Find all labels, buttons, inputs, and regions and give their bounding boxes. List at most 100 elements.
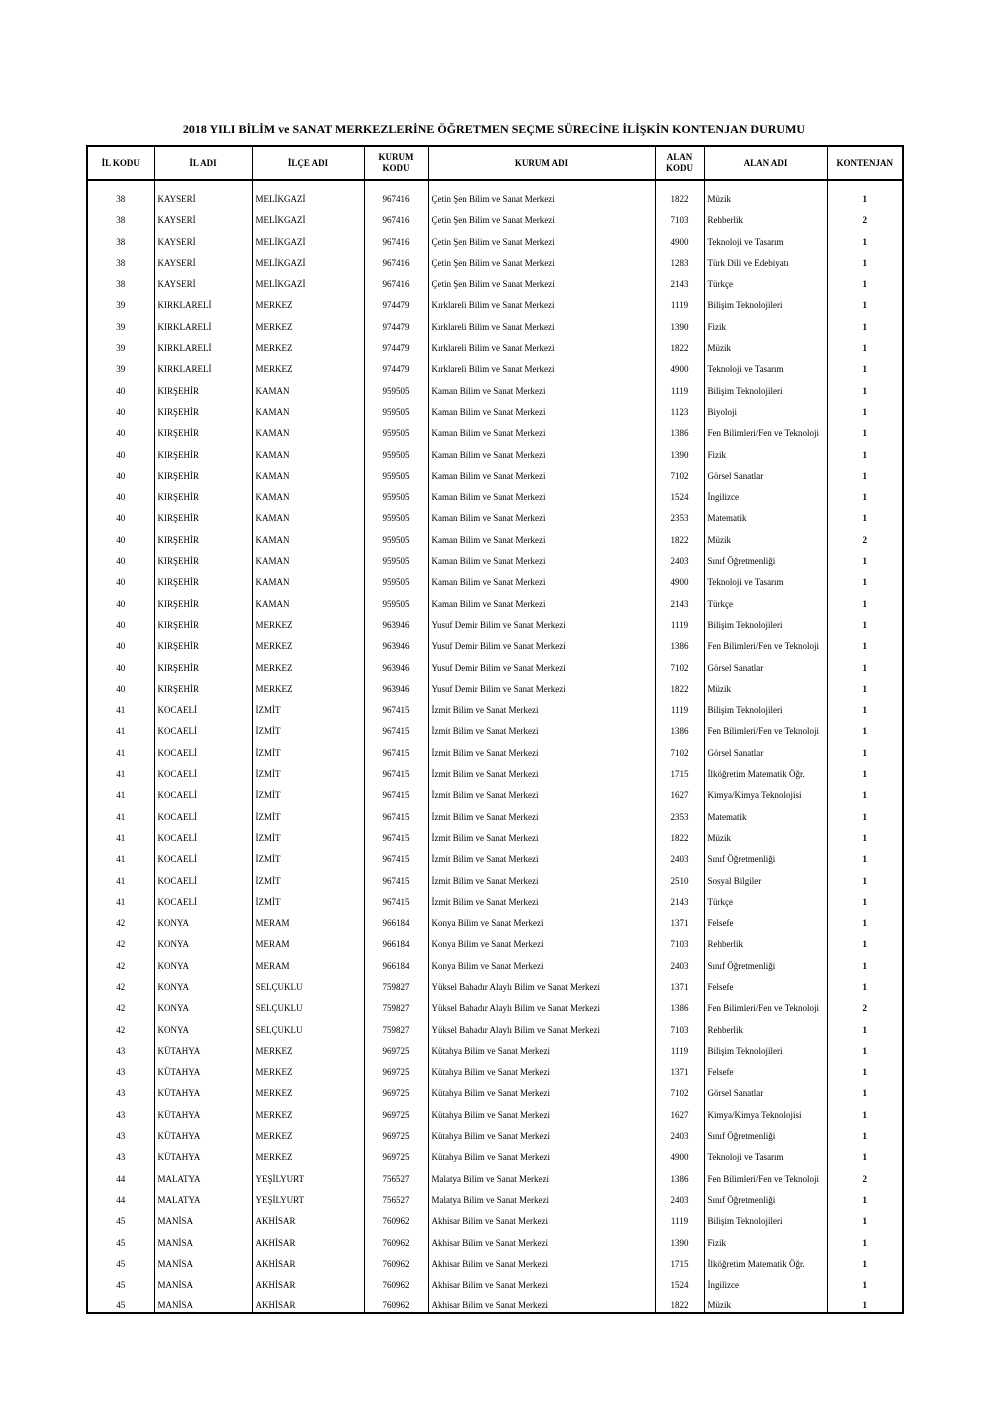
table-row: 40 KIRŞEHİR MERKEZ 963946 Yusuf Demir Bilim … [86,610,904,632]
table-cell: MALATYA [153,1164,253,1186]
table-cell: 1524 [654,482,705,505]
table-cell: 760962 [363,1292,429,1314]
table-cell: İZMİT [251,802,365,824]
table-row: 42 KONYA SELÇUKLU 759827 Yüksel Bahadır Alay… [86,972,904,994]
table-row: 42 KONYA MERAM 966184 Konya Bilim ve Sanat M… [86,930,904,952]
table-cell: Çetin Şen Bilim ve Sanat Merkezi [427,227,656,249]
table-cell: Yüksel Bahadır Alaylı Bilim ve Sanat Mer… [427,993,656,1016]
table-cell: KAYSERİ [153,269,253,292]
table-cell: Fen Bilimleri/Fen ve Teknoloji [703,717,828,739]
table-cell: MANİSA [153,1206,253,1229]
table-cell: MERKEZ [251,610,365,632]
table-cell: 38 [86,206,155,228]
table-cell: 756527 [363,1185,429,1207]
table-cell: KIRKLARELİ [153,291,253,313]
table-cell: 963946 [363,631,429,654]
table-cell: 967416 [363,180,429,206]
table-cell: AKHİSAR [251,1206,365,1229]
table-cell: Kütahya Bilim ve Sanat Merkezi [427,1036,656,1058]
table-cell: Kaman Bilim ve Sanat Merkezi [427,589,656,611]
table-row: 39 KIRKLARELİ MERKEZ 974479 Kırklareli Bilim… [86,312,904,334]
table-cell: Felsefe [703,908,828,931]
table-cell: İzmit Bilim ve Sanat Merkezi [427,844,656,867]
table-cell: KIRŞEHİR [153,461,253,483]
table-cell: 7102 [654,461,705,483]
table-cell: 1119 [654,1036,705,1058]
table-cell: 40 [86,525,155,547]
table-cell: 967415 [363,738,429,760]
table-cell: 1715 [654,759,705,782]
table-cell: 1 [826,227,904,249]
table-cell: 39 [86,291,155,313]
table-cell: İzmit Bilim ve Sanat Merkezi [427,738,656,760]
table-cell: 760962 [363,1249,429,1271]
table-cell: 2143 [654,269,705,292]
table-cell: MERKEZ [251,291,365,313]
table-row: 40 KIRŞEHİR KAMAN 959505 Kaman Bilim ve Sana… [86,482,904,505]
table-row: 39 KIRKLARELİ MERKEZ 974479 Kırklareli Bilim… [86,355,904,377]
table-cell: MERKEZ [251,312,365,334]
table-cell: 43 [86,1057,155,1080]
table-row: 38 KAYSERİ MELİKGAZİ 967416 Çetin Şen Bilim … [86,248,904,270]
table-cell: 1715 [654,1249,705,1271]
table-cell: Teknoloji ve Tasarım [703,227,828,249]
table-row: 40 KIRŞEHİR KAMAN 959505 Kaman Bilim ve Sana… [86,418,904,441]
table-cell: 959505 [363,589,429,611]
table-cell: 2353 [654,504,705,526]
table-cell: 1 [826,1206,904,1229]
table-cell: 1 [826,887,904,909]
table-cell: 967415 [363,759,429,782]
table-cell: 40 [86,440,155,462]
table-cell: 40 [86,376,155,398]
table-cell: 1 [826,269,904,292]
table-cell: 4900 [654,568,705,590]
table-cell: 2143 [654,589,705,611]
table-cell: Yüksel Bahadır Alaylı Bilim ve Sanat Mer… [427,972,656,994]
table-cell: Kaman Bilim ve Sanat Merkezi [427,376,656,398]
table-cell: KAMAN [251,546,365,569]
table-cell: 1524 [654,1270,705,1293]
table-cell: KOCAELİ [153,887,253,909]
table-cell: 966184 [363,930,429,952]
table-cell: 40 [86,674,155,696]
table-cell: 1 [826,333,904,356]
table-cell: 959505 [363,397,429,419]
table-cell: KÜTAHYA [153,1121,253,1144]
table-row: 42 KONYA MERAM 966184 Konya Bilim ve Sanat M… [86,908,904,931]
table-cell: 42 [86,908,155,931]
table-cell: Kaman Bilim ve Sanat Merkezi [427,397,656,419]
table-cell: 1 [826,802,904,824]
table-row: 38 KAYSERİ MELİKGAZİ 967416 Çetin Şen Bilim … [86,227,904,249]
table-cell: 1123 [654,397,705,419]
table-cell: İzmit Bilim ve Sanat Merkezi [427,823,656,845]
table-cell: Kütahya Bilim ve Sanat Merkezi [427,1143,656,1165]
table-cell: 40 [86,418,155,441]
table-cell: MERAM [251,951,365,973]
table-cell: 959505 [363,568,429,590]
table-cell: KONYA [153,951,253,973]
table-row: 42 KONYA SELÇUKLU 759827 Yüksel Bahadır Alay… [86,1015,904,1037]
table-cell: Çetin Şen Bilim ve Sanat Merkezi [427,180,656,206]
title: 2018 YILI BİLİM ve SANAT MERKEZLERİNE ÖĞ… [182,122,806,136]
table-cell: Türk Dili ve Edebiyatı [703,248,828,270]
table-cell: Yusuf Demir Bilim ve Sanat Merkezi [427,631,656,654]
table-cell: Teknoloji ve Tasarım [703,568,828,590]
table-cell: Kırklareli Bilim ve Sanat Merkezi [427,333,656,356]
table-cell: 42 [86,1015,155,1037]
column-header: İLÇE ADI [251,145,365,181]
table-cell: 967415 [363,717,429,739]
table-cell: Konya Bilim ve Sanat Merkezi [427,908,656,931]
table-cell: MERKEZ [251,1100,365,1122]
table-cell: İzmit Bilim ve Sanat Merkezi [427,695,656,718]
table-cell: 959505 [363,376,429,398]
table-cell: 974479 [363,333,429,356]
table-cell: 1371 [654,908,705,931]
table-cell: Fizik [703,440,828,462]
table-row: 38 KAYSERİ MELİKGAZİ 967416 Çetin Şen Bilim … [86,206,904,228]
table-row: 40 KIRŞEHİR KAMAN 959505 Kaman Bilim ve Sana… [86,525,904,547]
table-cell: 42 [86,951,155,973]
table-cell: 969725 [363,1057,429,1080]
table-cell: Kütahya Bilim ve Sanat Merkezi [427,1100,656,1122]
table-cell: 7102 [654,738,705,760]
